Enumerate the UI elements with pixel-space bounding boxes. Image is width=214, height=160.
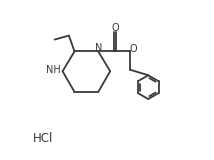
Text: HCl: HCl <box>33 132 53 145</box>
Text: NH: NH <box>46 65 61 75</box>
Text: O: O <box>111 23 119 33</box>
Text: O: O <box>130 44 137 54</box>
Text: N: N <box>95 43 103 53</box>
